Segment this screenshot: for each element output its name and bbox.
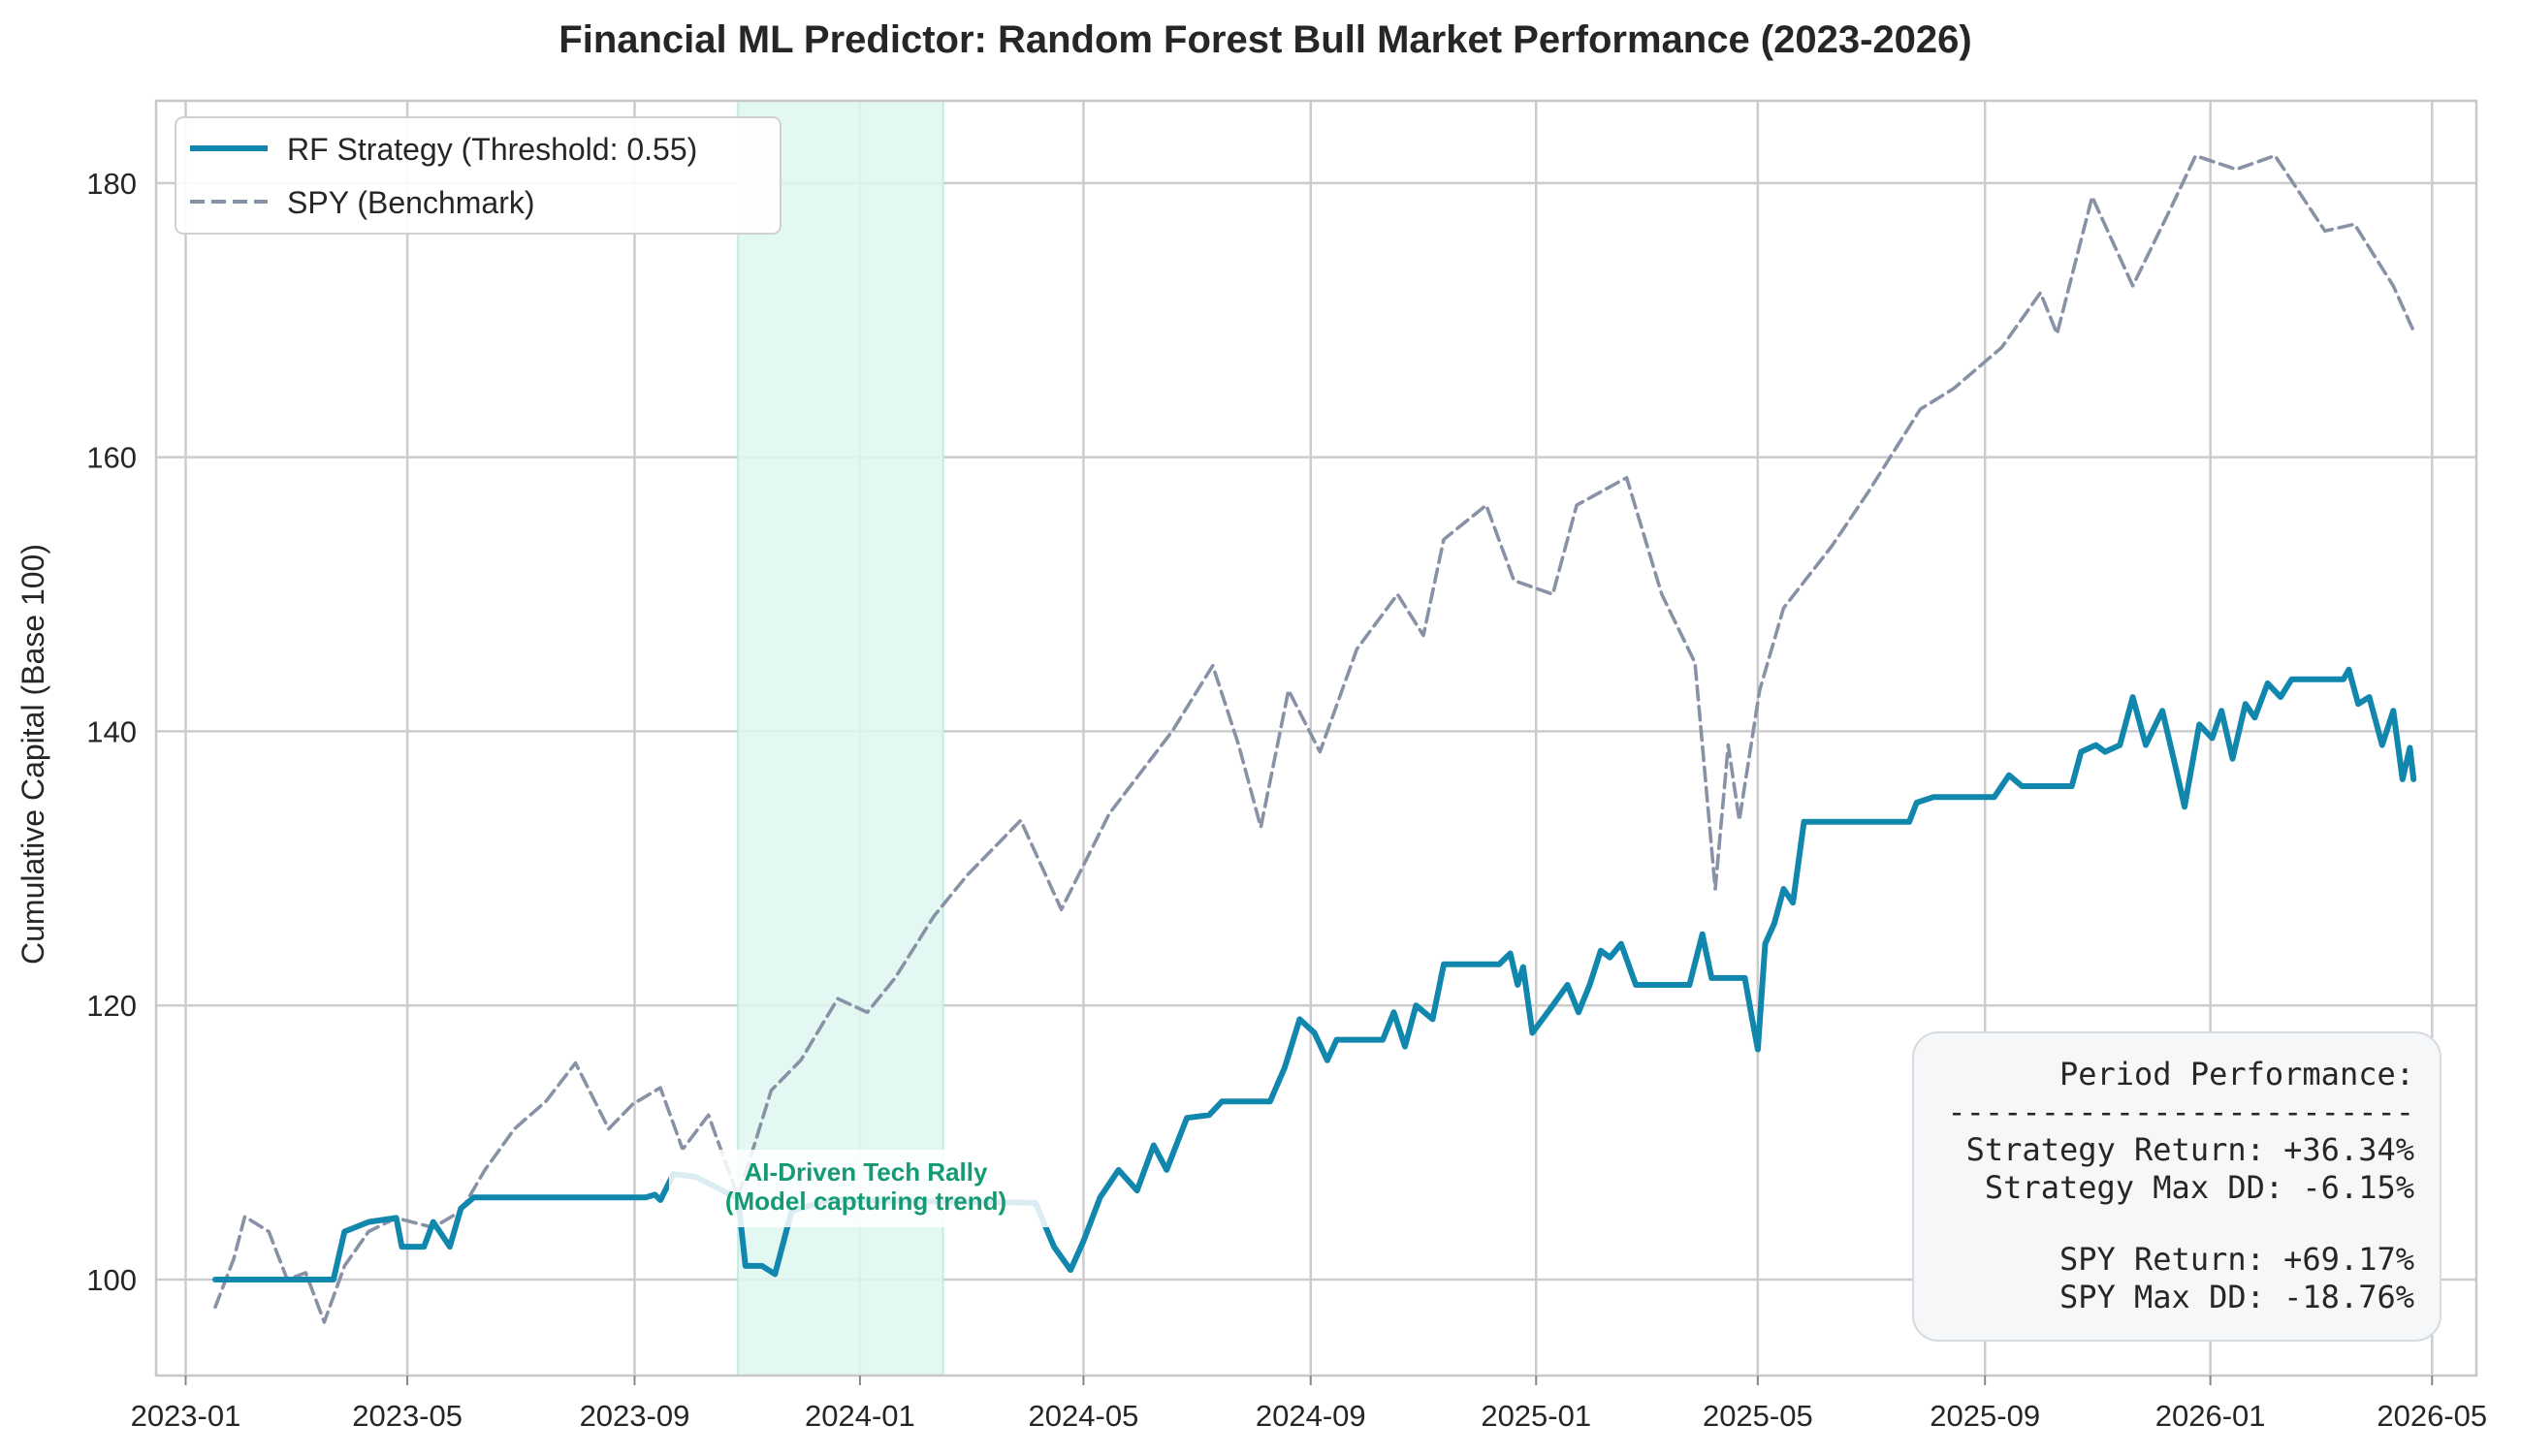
annotation-line2: (Model capturing trend) bbox=[725, 1187, 1006, 1216]
y-tick-label: 160 bbox=[86, 441, 137, 475]
x-tick-label: 2026-05 bbox=[2377, 1399, 2487, 1433]
chart-title: Financial ML Predictor: Random Forest Bu… bbox=[558, 18, 1971, 61]
legend: RF Strategy (Threshold: 0.55) SPY (Bench… bbox=[175, 116, 782, 235]
x-tick-label: 2023-05 bbox=[352, 1399, 463, 1433]
legend-label-spy: SPY (Benchmark) bbox=[287, 185, 535, 220]
legend-frame bbox=[175, 116, 782, 235]
x-tick-label: 2024-01 bbox=[805, 1399, 915, 1433]
tick-label-layer: 2023-01 2023-05 2023-09 2024-01 2024-05 2024-… bbox=[86, 167, 2487, 1433]
y-axis-label: Cumulative Capital (Base 100) bbox=[16, 544, 50, 965]
stats-spy-max-dd: SPY Max DD: -18.76% bbox=[2059, 1279, 2414, 1315]
stats-box: Period Performance: --------------------… bbox=[1912, 1031, 2441, 1342]
annotation: AI-Driven Tech Rally (Model capturing tr… bbox=[669, 1150, 1067, 1227]
x-tick-label: 2025-01 bbox=[1481, 1399, 1591, 1433]
x-tick-label: 2025-09 bbox=[1930, 1399, 2040, 1433]
legend-label-strategy: RF Strategy (Threshold: 0.55) bbox=[287, 132, 697, 167]
plot-frame bbox=[154, 99, 2478, 1377]
y-tick-label: 120 bbox=[86, 989, 137, 1023]
series-line-spy bbox=[213, 153, 2415, 1324]
x-tick-label: 2026-01 bbox=[2155, 1399, 2266, 1433]
x-tick-label: 2023-01 bbox=[131, 1399, 241, 1433]
stats-divider: ------------------------- bbox=[1947, 1093, 2414, 1130]
stats-heading: Period Performance: bbox=[2059, 1056, 2414, 1092]
stats-strategy-max-dd: Strategy Max DD: -6.15% bbox=[1985, 1169, 2414, 1206]
x-tick-label: 2024-09 bbox=[1256, 1399, 1366, 1433]
x-tick-label: 2024-05 bbox=[1029, 1399, 1139, 1433]
stats-box-frame bbox=[1912, 1031, 2441, 1342]
y-tick-label: 180 bbox=[86, 167, 137, 201]
annotation-background bbox=[669, 1150, 1067, 1227]
y-tick-label: 140 bbox=[86, 714, 137, 748]
stats-spy-return: SPY Return: +69.17% bbox=[2059, 1241, 2414, 1278]
x-tick-label: 2025-05 bbox=[1703, 1399, 1813, 1433]
y-tick-label: 100 bbox=[86, 1263, 137, 1297]
stats-strategy-return: Strategy Return: +36.34% bbox=[1966, 1131, 2414, 1168]
annotation-line1: AI-Driven Tech Rally bbox=[745, 1157, 988, 1187]
x-tick-label: 2023-09 bbox=[580, 1399, 690, 1433]
